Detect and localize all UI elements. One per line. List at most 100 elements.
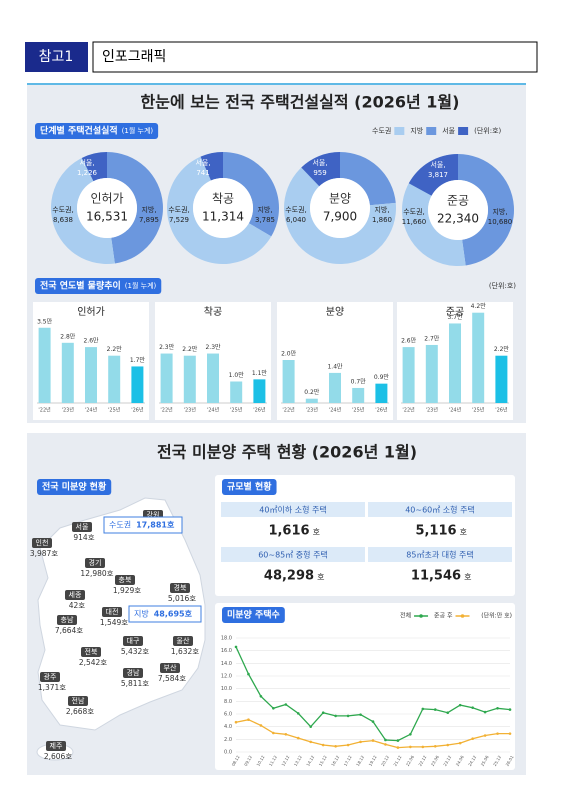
bar	[253, 379, 266, 403]
x-tick-label: '25년	[108, 407, 121, 414]
segment-name: 서울,	[312, 158, 327, 167]
point	[446, 743, 450, 747]
point	[234, 645, 238, 649]
region-tag	[57, 615, 77, 625]
donut-name: 인허가	[90, 192, 123, 206]
bar	[160, 353, 173, 403]
x-tick-label: '24년	[449, 407, 462, 414]
point	[421, 707, 425, 711]
region-name: 부산	[164, 663, 177, 672]
segment-name: 지방,	[257, 205, 272, 214]
bar-label: 1.0만	[229, 371, 245, 379]
x-tick-label: 14.12	[305, 754, 315, 767]
region-name: 전남	[72, 696, 85, 705]
donut-center	[193, 178, 253, 238]
x-tick-label: '23년	[426, 407, 439, 414]
region-tag	[115, 575, 135, 585]
x-tick-label: '26년	[375, 407, 388, 414]
panel-title: 한눈에 보는 전국 주택건설실적 (2026년 1월)	[141, 93, 460, 112]
x-tick-label: '22년	[160, 407, 173, 414]
region-value: 2,606호	[44, 752, 72, 761]
legend-swatch	[394, 127, 405, 135]
region-value: 3,987호	[30, 549, 58, 558]
size-label: 85㎡초과 대형 주택	[406, 550, 473, 560]
donut-slice	[340, 152, 396, 206]
point	[334, 745, 337, 748]
region-tag	[123, 668, 143, 678]
bar-label: 1.4만	[327, 362, 343, 370]
bar-label: 4.2만	[471, 302, 487, 310]
bar-label: 2.6만	[401, 337, 417, 345]
point	[346, 743, 350, 747]
donut-total: 7,900	[323, 210, 357, 224]
point	[259, 694, 263, 698]
region-name: 경기	[89, 558, 102, 567]
point	[458, 703, 462, 707]
size-label: 40~60㎡ 소형 주택	[405, 505, 475, 515]
region-name: 인천	[36, 538, 49, 547]
point	[384, 743, 387, 746]
tag: 참고1	[39, 49, 74, 65]
header-title: 인포그래픽	[102, 49, 166, 65]
segment-value: 741	[196, 169, 209, 177]
y-tick-label: 6.0	[224, 712, 232, 718]
legend-label: 지방	[410, 126, 423, 135]
point	[433, 745, 437, 748]
bar-label: 1.7만	[130, 356, 146, 364]
region-name: 제주	[50, 742, 63, 750]
segment-name: 서울,	[430, 160, 445, 169]
x-tick-label: 18.12	[355, 754, 365, 767]
point	[421, 745, 425, 749]
region-tag	[85, 558, 105, 568]
x-tick-label: 25.06	[480, 754, 490, 767]
x-tick-label: 21.12	[392, 754, 402, 767]
unit: (단위:만 호)	[481, 612, 512, 620]
region-value: 1,632호	[171, 647, 199, 656]
point	[508, 708, 512, 711]
y-tick-label: 0.0	[224, 750, 232, 756]
size-unit: 호	[317, 573, 324, 582]
x-tick-label: '22년	[402, 407, 415, 414]
x-tick-label: '22년	[282, 407, 295, 414]
region-value: 7,584호	[158, 674, 186, 683]
size-label-bg	[221, 502, 365, 517]
point	[259, 724, 263, 727]
title-box	[92, 41, 538, 73]
size-label: 40㎡이하 소형 주택	[259, 505, 326, 515]
x-tick-label: '25년	[230, 407, 243, 414]
point	[321, 743, 325, 747]
point	[471, 737, 474, 740]
x-tick-label: '24년	[85, 407, 98, 414]
size-label: 60~85㎡ 중형 주택	[258, 550, 328, 560]
section-pill	[222, 479, 277, 495]
region-value: 5,016호	[168, 594, 196, 603]
region-tag	[65, 590, 85, 600]
segment-name: 수도권,	[285, 206, 307, 214]
segment-value: 7,895	[139, 216, 159, 224]
bar	[282, 360, 295, 403]
x-tick-label: 25.12	[492, 754, 502, 767]
section-title: 단계별 주택건설실적	[40, 125, 118, 137]
point	[334, 714, 337, 718]
donut-slice	[81, 152, 107, 182]
callout-value: 48,695호	[154, 609, 193, 619]
size-unit: 호	[464, 573, 471, 582]
region-value: 7,664호	[55, 626, 83, 635]
region-tag	[81, 647, 101, 657]
section-title: 전국 미분양 현황	[42, 481, 107, 493]
point	[346, 714, 350, 718]
segment-name: 서울,	[195, 158, 210, 167]
donut-total: 16,531	[86, 210, 128, 224]
region-value: 12,980호	[80, 569, 113, 578]
callout-name: 지방	[134, 609, 149, 619]
segment-value: 8,638	[53, 216, 73, 224]
section-title: 미분양 주택수	[227, 609, 280, 621]
segment-value: 6,040	[286, 216, 306, 224]
region-value: 1,929호	[113, 586, 141, 595]
legend-dot	[460, 614, 465, 618]
region-name: 서울	[76, 522, 89, 531]
section-pill	[35, 123, 159, 139]
tag-box	[25, 42, 88, 72]
section-pill	[35, 278, 162, 294]
